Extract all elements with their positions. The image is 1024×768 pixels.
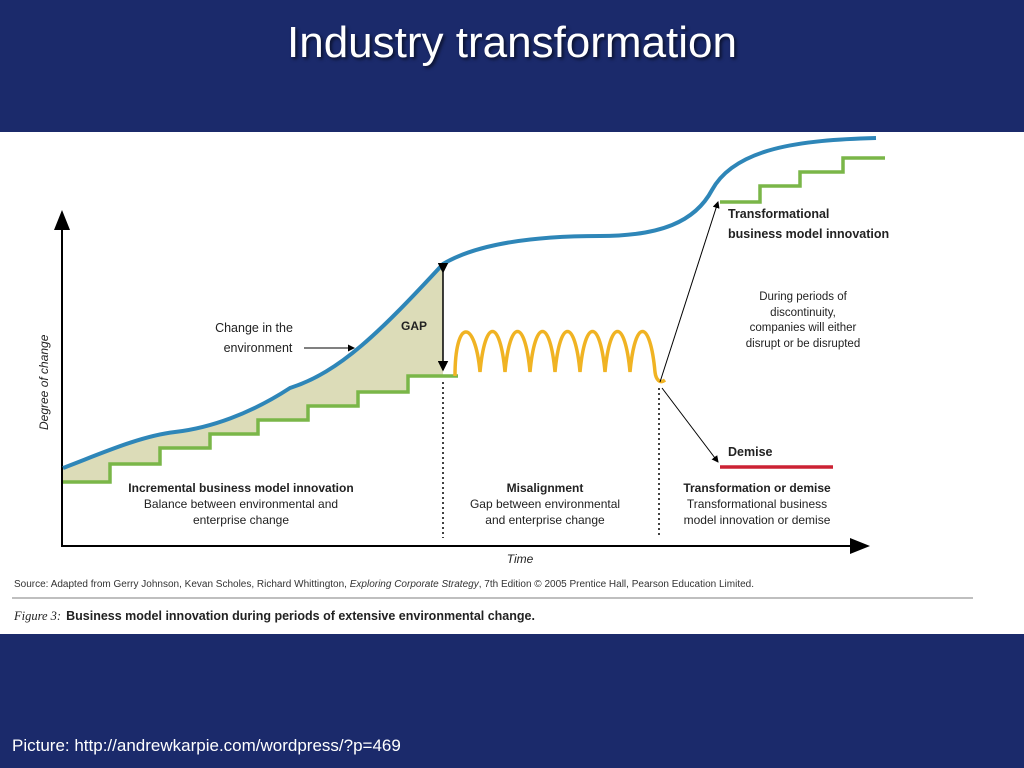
diagram-panel: Degree of change Time Change in the envi…	[0, 132, 1024, 634]
x-axis-label: Time	[507, 552, 534, 566]
source-suffix: , 7th Edition © 2005 Prentice Hall, Pear…	[479, 579, 754, 590]
transformational-label-line1: Transformational	[728, 207, 829, 221]
phase-3-title: Transformation or demise	[683, 481, 831, 495]
y-axis-label: Degree of change	[37, 334, 51, 430]
source-note: Source: Adapted from Gerry Johnson, Keva…	[14, 579, 754, 590]
discontinuity-line1: During periods of	[759, 291, 847, 303]
phase-1-line1: Balance between environmental and	[144, 497, 338, 511]
gap-area	[63, 264, 443, 482]
discontinuity-line3: companies will either	[750, 322, 857, 334]
figure-caption-text: Business model innovation during periods…	[66, 609, 535, 623]
demise-pointer	[661, 387, 719, 463]
source-prefix: Source: Adapted from Gerry Johnson, Keva…	[14, 579, 350, 590]
discontinuity-line2: discontinuity,	[770, 307, 836, 319]
environment-curve	[62, 136, 877, 470]
phase-2-line2: and enterprise change	[485, 513, 605, 527]
enterprise-steps	[63, 374, 458, 484]
slide-title: Industry transformation	[287, 18, 737, 67]
change-label-line1: Change in the	[215, 321, 293, 335]
picture-credit: Picture: http://andrewkarpie.com/wordpre…	[12, 736, 401, 755]
demise-label: Demise	[728, 445, 773, 459]
misalignment-wave	[453, 329, 667, 384]
transform-pointer	[659, 201, 720, 383]
diagram-svg: Degree of change Time Change in the envi…	[12, 136, 973, 623]
phase-1-title: Incremental business model innovation	[128, 481, 353, 495]
phase-3-line1: Transformational business	[687, 497, 827, 511]
phase-1-line2: enterprise change	[193, 513, 289, 527]
phase-2-line1: Gap between environmental	[470, 497, 620, 511]
phase-2-title: Misalignment	[507, 481, 584, 495]
phase-3-line2: model innovation or demise	[684, 513, 831, 527]
discontinuity-line4: disrupt or be disrupted	[746, 338, 860, 350]
change-label-line2: environment	[224, 341, 293, 355]
source-book: Exploring Corporate Strategy	[350, 579, 480, 590]
transformational-steps	[720, 156, 885, 204]
figure-caption: Figure 3: Business model innovation durin…	[13, 609, 535, 623]
figure-number: Figure 3:	[13, 609, 61, 623]
transformational-label-line2: business model innovation	[728, 227, 889, 241]
gap-label: GAP	[401, 319, 427, 333]
